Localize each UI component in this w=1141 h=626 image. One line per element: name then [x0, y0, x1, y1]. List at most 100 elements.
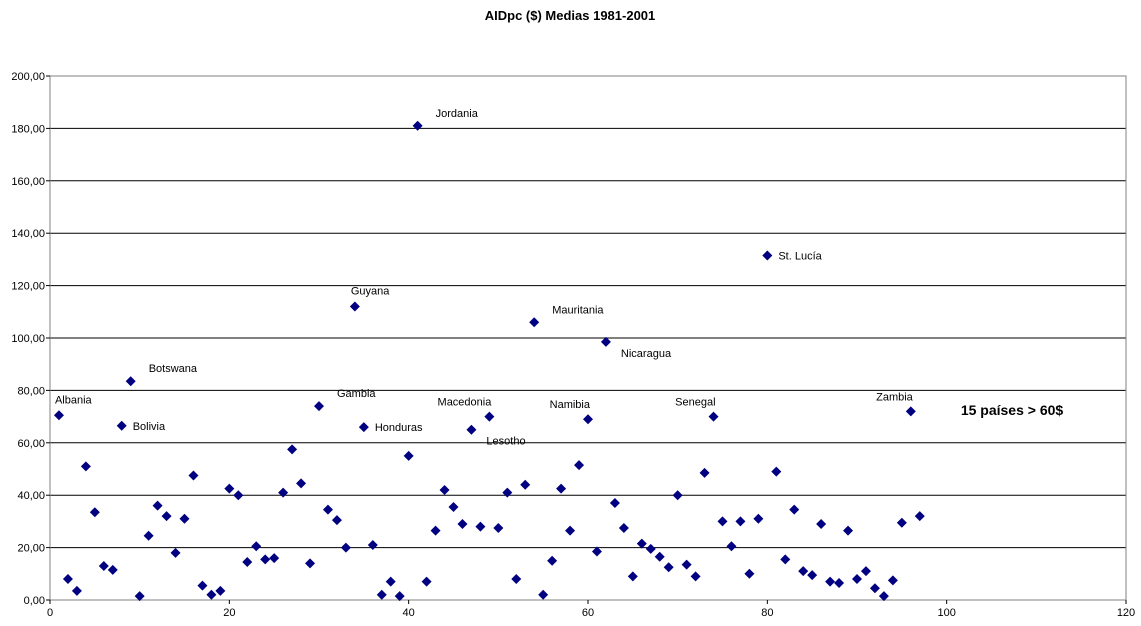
data-point — [717, 516, 728, 527]
data-point — [663, 562, 674, 573]
data-point — [860, 566, 871, 577]
data-point — [636, 538, 647, 549]
data-point — [493, 522, 504, 533]
y-tick-label: 140,00 — [11, 228, 45, 240]
data-point — [340, 542, 351, 553]
data-point — [771, 466, 782, 477]
data-point — [511, 574, 522, 585]
data-point — [529, 317, 540, 328]
data-point — [188, 470, 199, 481]
x-tick-label: 20 — [223, 607, 235, 619]
x-tick-label: 100 — [937, 607, 955, 619]
point-annotation: Lesotho — [486, 436, 525, 448]
data-points — [53, 120, 925, 602]
data-point — [152, 500, 163, 511]
point-annotation: Macedonia — [438, 397, 493, 409]
data-point — [242, 557, 253, 568]
data-point — [179, 513, 190, 524]
data-point — [502, 487, 513, 498]
data-point — [278, 487, 289, 498]
data-point — [547, 555, 558, 566]
data-point — [672, 490, 683, 501]
data-point — [421, 576, 432, 587]
data-point — [708, 411, 719, 422]
annotations: Albania Bolivia Botswana Gambia Guyana Hondur… — [55, 108, 914, 448]
point-annotation: Albania — [55, 394, 93, 406]
data-point — [896, 517, 907, 528]
data-point — [448, 501, 459, 512]
data-point — [322, 504, 333, 515]
y-tick-label: 80,00 — [17, 385, 45, 397]
data-point — [914, 511, 925, 522]
data-point — [834, 577, 845, 588]
point-annotation: Bolivia — [133, 421, 166, 433]
data-point — [520, 479, 531, 490]
data-point — [600, 336, 611, 347]
data-point — [887, 575, 898, 586]
data-point — [690, 571, 701, 582]
data-point — [287, 444, 298, 455]
data-point — [825, 576, 836, 587]
data-point — [385, 576, 396, 587]
data-point — [843, 525, 854, 536]
data-point — [233, 490, 244, 501]
chart-title: AIDpc ($) Medias 1981-2001 — [485, 8, 656, 23]
data-point — [484, 411, 495, 422]
point-annotation: Guyana — [351, 286, 390, 298]
y-tick-label: 120,00 — [11, 281, 45, 293]
data-point — [574, 460, 585, 471]
data-point — [260, 554, 271, 565]
data-point — [376, 589, 387, 600]
data-point — [565, 525, 576, 536]
data-point — [466, 424, 477, 435]
gridlines — [50, 75, 1126, 601]
y-tick-label: 60,00 — [17, 438, 45, 450]
data-point — [331, 515, 342, 526]
data-point — [878, 591, 889, 602]
data-point — [726, 541, 737, 552]
data-point — [654, 551, 665, 562]
data-point — [744, 568, 755, 579]
data-point — [403, 450, 414, 461]
x-tick-label: 60 — [582, 607, 594, 619]
data-point — [475, 521, 486, 532]
point-annotation: Mauritania — [552, 304, 604, 316]
data-point — [62, 574, 73, 585]
point-annotation: Jordania — [436, 108, 479, 120]
data-point — [627, 571, 638, 582]
data-point — [439, 484, 450, 495]
data-point — [816, 519, 827, 530]
data-point — [269, 553, 280, 564]
x-tick-label: 120 — [1117, 607, 1135, 619]
data-point — [681, 559, 692, 570]
data-point — [296, 478, 307, 489]
point-annotation: Senegal — [675, 397, 715, 409]
data-point — [618, 522, 629, 533]
x-axis: 0 20 40 60 80 100 120 — [47, 600, 1135, 619]
y-tick-label: 160,00 — [11, 176, 45, 188]
data-point — [394, 591, 405, 602]
data-point — [89, 507, 100, 518]
data-point — [215, 585, 226, 596]
point-annotation: St. Lucía — [778, 250, 822, 262]
x-tick-label: 80 — [761, 607, 773, 619]
data-point — [430, 525, 441, 536]
data-point — [206, 589, 217, 600]
data-point — [789, 504, 800, 515]
data-point — [735, 516, 746, 527]
data-point — [905, 406, 916, 417]
data-point — [869, 583, 880, 594]
data-point — [780, 554, 791, 565]
data-point — [412, 120, 423, 131]
data-point — [71, 585, 82, 596]
y-tick-label: 200,00 — [11, 71, 45, 83]
data-point — [314, 401, 324, 412]
data-point — [125, 376, 136, 387]
data-point — [349, 301, 360, 312]
note-label: 15 países > 60$ — [961, 402, 1064, 418]
point-annotation: Zambia — [876, 391, 914, 403]
data-point — [807, 570, 818, 581]
point-annotation: Botswana — [149, 363, 198, 375]
